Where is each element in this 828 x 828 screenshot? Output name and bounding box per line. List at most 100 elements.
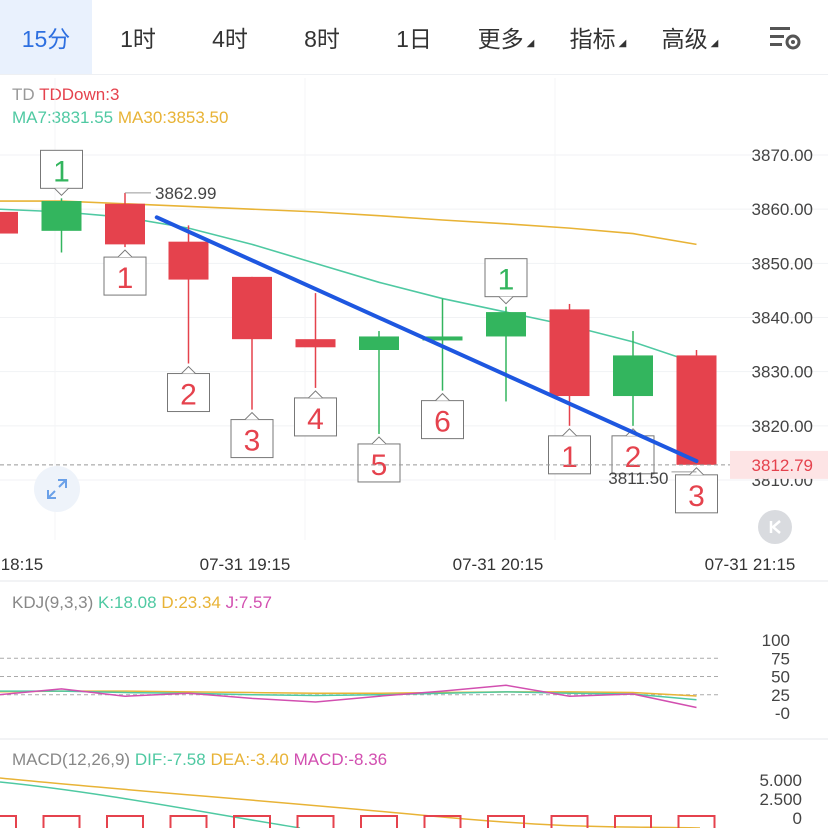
expand-icon — [47, 479, 67, 499]
td-count-number: 6 — [434, 406, 451, 439]
kdj-d-line — [0, 690, 697, 697]
macd-histogram-bar — [677, 815, 716, 828]
candle-down — [549, 309, 590, 397]
macd-histogram-bar — [42, 815, 81, 828]
kdj-name: KDJ(9,3,3) — [12, 593, 94, 612]
tab-label: 1时 — [120, 26, 156, 52]
kdj-tick-label: 50 — [771, 668, 790, 687]
tab-label: 更多 — [477, 26, 524, 52]
ma7-value: MA7:3831.55 — [12, 108, 114, 127]
panel-divider — [0, 580, 828, 582]
td-legend: TD TDDown:3 — [12, 85, 119, 105]
dropdown-triangle-icon: ◢ — [618, 37, 627, 49]
td-label: TD — [12, 85, 35, 104]
price-tick-label: 3860.00 — [752, 200, 813, 219]
macd-histogram-bar — [360, 815, 398, 828]
tab-label: 8时 — [304, 26, 340, 52]
tab-1d[interactable]: 1日 — [368, 0, 460, 74]
ma30-value: MA30:3853.50 — [117, 108, 229, 127]
kdj-j-value: J:7.57 — [225, 593, 272, 612]
candle-up — [41, 201, 82, 231]
macd-tick-label: 0 — [793, 809, 802, 828]
expand-chart-button[interactable] — [34, 466, 80, 512]
trend-line — [154, 215, 699, 464]
td-count-box — [230, 419, 274, 459]
macd-dif-value: DIF:-7.58 — [134, 750, 206, 769]
tab-label: 15分 — [21, 26, 71, 52]
td-count-box — [421, 400, 464, 440]
candle-up — [613, 355, 653, 397]
macd-histogram-bar — [0, 815, 17, 828]
time-tick-label: 07-31 19:15 — [200, 555, 291, 574]
price-tick-label: 3830.00 — [752, 363, 813, 382]
td-count-number: 5 — [371, 449, 388, 482]
td-count-number: 2 — [180, 379, 197, 412]
last-price-label: 3812.79 — [752, 456, 813, 475]
td-box-pointer — [181, 365, 196, 374]
td-count-box — [611, 435, 655, 475]
tab-label: 1日 — [396, 26, 432, 52]
td-count-number: 4 — [307, 403, 324, 436]
td-count-number: 2 — [625, 441, 642, 474]
macd-name: MACD(12,26,9) — [12, 750, 131, 769]
macd-tick-label: 2.500 — [759, 790, 802, 809]
price-tick-label: 3870.00 — [752, 146, 813, 165]
td-count-number: 1 — [117, 262, 134, 295]
td-box-pointer — [371, 436, 387, 445]
tab-label: 4时 — [212, 26, 248, 52]
dropdown-triangle-icon: ◢ — [526, 37, 535, 49]
td-count-box — [103, 256, 147, 296]
td-box-pointer — [562, 428, 577, 437]
candle-down — [676, 355, 717, 465]
ma-legend: MA7:3831.55 MA30:3853.50 — [12, 108, 228, 128]
td-count-number: 1 — [561, 441, 578, 474]
macd-histogram-bar — [106, 815, 144, 828]
jump-to-end-icon — [769, 520, 781, 534]
macd-histogram-bar — [550, 815, 589, 828]
kdj-d-value: D:23.34 — [161, 593, 221, 612]
kdj-tick-label: 25 — [771, 686, 790, 705]
candle-down — [168, 241, 209, 280]
tab-more[interactable]: 更多 ◢ — [460, 0, 552, 74]
td-box-pointer — [498, 296, 514, 305]
time-tick-label: 07-31 21:15 — [705, 555, 796, 574]
kdj-k-line — [0, 690, 697, 701]
macd-histogram-bar — [487, 815, 525, 828]
last-price-tag — [730, 450, 828, 479]
time-tick-label: 07-31 20:15 — [453, 555, 544, 574]
td-count-number: 3 — [244, 425, 261, 458]
panel-divider — [0, 738, 828, 740]
candle-down — [105, 203, 145, 245]
tab-indicators[interactable]: 指标 ◢ — [552, 0, 644, 74]
chart-settings-icon[interactable] — [768, 22, 802, 52]
td-count-number: 1 — [498, 264, 515, 297]
timeframe-tabs: 15分 1时 4时 8时 1日 更多 ◢ 指标 ◢ 高级 ◢ — [0, 0, 828, 75]
tab-15m[interactable]: 15分 — [0, 0, 92, 74]
tab-8h[interactable]: 8时 — [276, 0, 368, 74]
macd-histogram-bar — [169, 815, 208, 828]
td-box-pointer — [117, 249, 133, 258]
td-count-box — [484, 258, 528, 298]
td-box-pointer — [435, 392, 450, 401]
tab-advanced[interactable]: 高级 ◢ — [644, 0, 736, 74]
candle-down — [0, 211, 18, 234]
price-tick-label: 3820.00 — [752, 417, 813, 436]
kdj-k-value: K:18.08 — [97, 593, 157, 612]
macd-histogram-bar — [423, 815, 462, 828]
macd-macd-value: MACD:-8.36 — [293, 750, 388, 769]
price-tick-label: 3840.00 — [752, 309, 813, 328]
candle-down — [295, 339, 336, 348]
tab-label: 指标 — [569, 26, 616, 52]
tab-1h[interactable]: 1时 — [92, 0, 184, 74]
tab-4h[interactable]: 4时 — [184, 0, 276, 74]
macd-histogram-bar — [296, 815, 335, 828]
macd-dea-line — [0, 777, 701, 828]
candle-up — [359, 336, 399, 350]
scroll-to-latest-button[interactable] — [758, 510, 792, 544]
time-tick-label: 18:15 — [1, 555, 44, 574]
macd-dea-value: DEA:-3.40 — [210, 750, 289, 769]
kdj-tick-label: 100 — [762, 631, 790, 650]
td-box-pointer — [244, 411, 260, 420]
price-tick-label: 3850.00 — [752, 254, 813, 273]
